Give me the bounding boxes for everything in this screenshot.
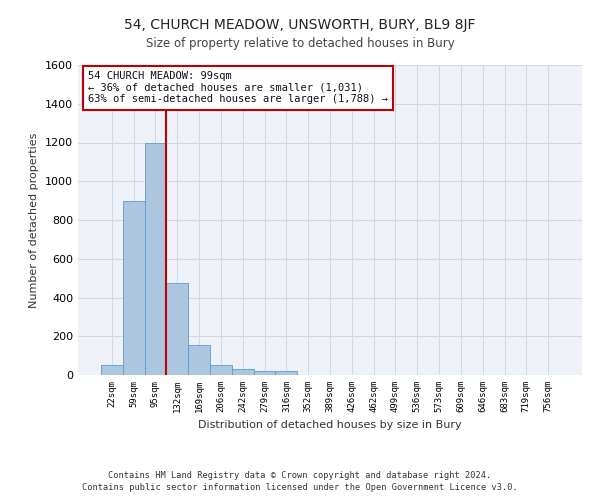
Bar — [188, 345, 210, 375]
Bar — [123, 200, 145, 375]
Bar — [145, 142, 166, 375]
Bar — [166, 283, 188, 375]
Bar — [101, 366, 123, 375]
Text: Contains HM Land Registry data © Crown copyright and database right 2024.
Contai: Contains HM Land Registry data © Crown c… — [82, 471, 518, 492]
Y-axis label: Number of detached properties: Number of detached properties — [29, 132, 40, 308]
Text: 54, CHURCH MEADOW, UNSWORTH, BURY, BL9 8JF: 54, CHURCH MEADOW, UNSWORTH, BURY, BL9 8… — [124, 18, 476, 32]
Bar — [275, 371, 297, 375]
Text: Size of property relative to detached houses in Bury: Size of property relative to detached ho… — [146, 38, 454, 51]
Text: 54 CHURCH MEADOW: 99sqm
← 36% of detached houses are smaller (1,031)
63% of semi: 54 CHURCH MEADOW: 99sqm ← 36% of detache… — [88, 71, 388, 104]
Bar — [210, 366, 232, 375]
Bar — [254, 371, 275, 375]
X-axis label: Distribution of detached houses by size in Bury: Distribution of detached houses by size … — [198, 420, 462, 430]
Bar — [232, 369, 254, 375]
